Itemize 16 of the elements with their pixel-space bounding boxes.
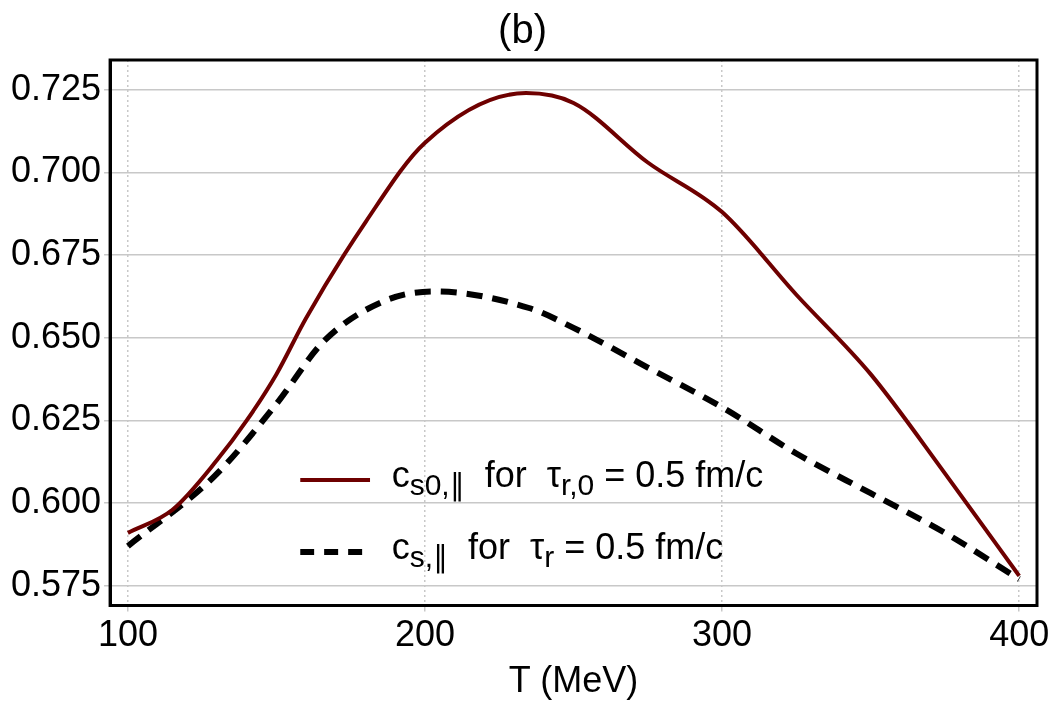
line-series [125,91,1022,578]
x-tick-label: 300 [692,613,753,655]
x-tick-label: 200 [394,613,456,655]
y-tick-label: 0.600 [10,480,102,522]
y-tick-label: 0.700 [10,149,102,191]
legend-label: c$_{s,∥}$ for τ$_{r}$ = 0.5 fm/c [391,524,724,576]
y-tick-label: 0.625 [10,397,102,439]
y-tick-label: 0.650 [10,314,102,356]
chart-title: (b) [498,7,547,52]
legend-label: c$_{s0,∥}$ for τ$_{r,0}$ = 0.5 fm/c [391,452,764,504]
y-tick-label: 0.725 [10,66,102,108]
x-tick-label: 400 [989,613,1050,655]
x-axis-title: T (MeV) [508,659,639,701]
y-tick-label: 0.575 [10,562,102,604]
x-tick-label: 100 [97,613,158,655]
y-tick-label: 0.675 [10,232,102,274]
